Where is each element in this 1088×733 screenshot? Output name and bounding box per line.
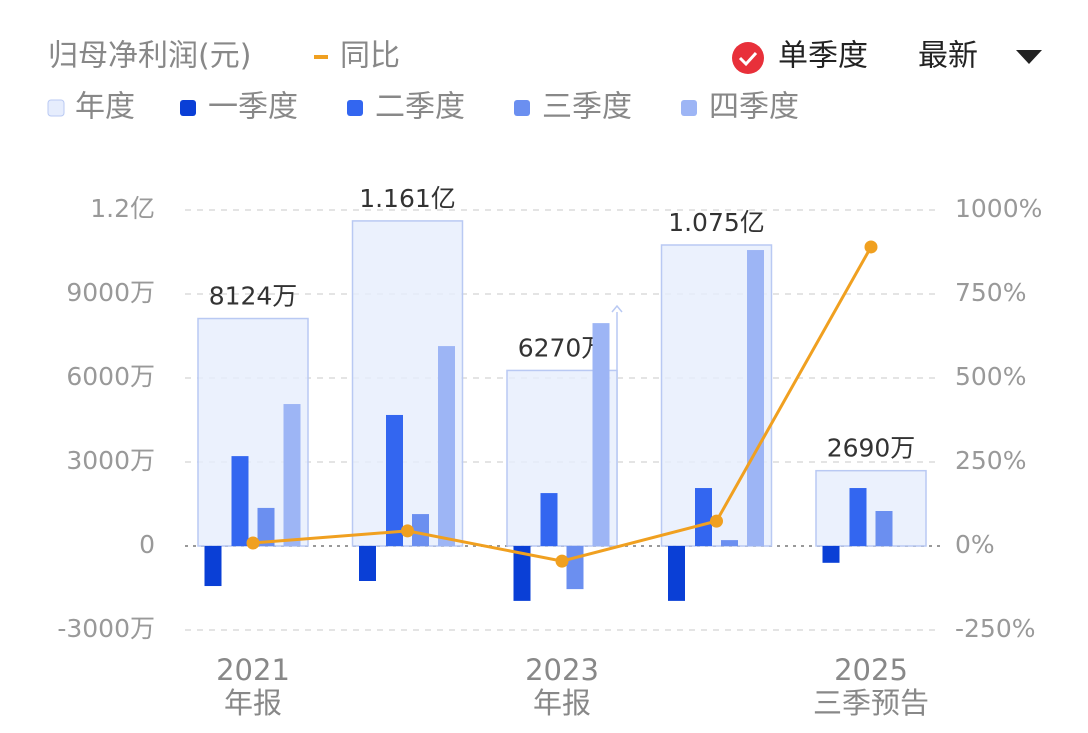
- y2-tick-label: 1000%: [955, 194, 1042, 223]
- quarter-bar: [721, 540, 738, 546]
- value-label: 1.161亿: [359, 184, 456, 213]
- legend-label: 四季度: [709, 90, 799, 125]
- quarter-bar: [513, 546, 531, 601]
- yoy-point: [864, 240, 878, 254]
- quarter-bar: [592, 323, 610, 546]
- y-tick-label: 0: [139, 530, 155, 559]
- period-label[interactable]: 最新: [918, 39, 978, 74]
- quarter-bar: [231, 456, 249, 546]
- y2-tick-label: 500%: [955, 362, 1026, 391]
- quarter-bar: [412, 514, 429, 546]
- legend-label: 同比: [340, 39, 400, 74]
- yoy-point: [401, 524, 414, 538]
- y2-tick-label: 0%: [955, 530, 995, 559]
- x-tick-label: 2025 三季预告: [812, 653, 929, 720]
- quarter-bar: [668, 546, 685, 601]
- x-tick-label: 2023 年报: [525, 653, 599, 720]
- y2-tick-label: 250%: [955, 446, 1026, 475]
- quarter-bar: [747, 250, 764, 547]
- quarter-bar: [257, 507, 275, 546]
- y2-tick-label: -250%: [955, 614, 1036, 643]
- dropdown-arrow[interactable]: [1016, 50, 1042, 64]
- legend-swatch: [514, 100, 530, 116]
- y2-tick-label: 750%: [955, 278, 1026, 307]
- quarter-bar: [359, 546, 376, 581]
- quarter-bar: [875, 511, 893, 546]
- legend-label: 年度: [75, 90, 135, 125]
- y-tick-label: 6000万: [66, 362, 155, 391]
- value-label: 8124万: [209, 282, 298, 311]
- check-mark: [738, 51, 758, 67]
- x-tick-label: 2021 年报: [216, 653, 290, 720]
- y-tick-label: 3000万: [66, 446, 155, 475]
- value-label: 2690万: [827, 434, 916, 463]
- chart-title: 归母净利润(元): [48, 39, 251, 74]
- quarter-bar: [849, 488, 867, 546]
- y-tick-label: 1.2亿: [90, 194, 155, 223]
- quarter-bar: [283, 404, 301, 546]
- yoy-point: [555, 554, 569, 568]
- legend-swatch: [47, 99, 65, 117]
- legend-swatch: [681, 100, 697, 116]
- quarter-bar: [540, 493, 558, 546]
- y-tick-label: 9000万: [66, 278, 155, 307]
- quarter-bar: [822, 546, 840, 563]
- quarter-bar: [695, 488, 712, 546]
- yoy-point: [710, 514, 723, 528]
- yoy-point: [246, 536, 260, 550]
- legend-label: 三季度: [542, 90, 632, 125]
- legend-swatch: [347, 100, 363, 116]
- legend-swatch: [180, 100, 196, 116]
- quarter-bar: [438, 346, 455, 546]
- value-label: 6270万: [518, 333, 607, 362]
- y-tick-label: -3000万: [57, 614, 155, 643]
- quarter-bar: [204, 546, 222, 587]
- check-icon[interactable]: [732, 42, 764, 74]
- legend-label: 一季度: [208, 90, 298, 125]
- quarter-bar: [386, 414, 403, 546]
- legend-label: 二季度: [375, 90, 465, 125]
- value-label: 1.075亿: [668, 208, 765, 237]
- annual-bar: [815, 469, 927, 547]
- toggle-label[interactable]: 单季度: [778, 39, 868, 74]
- quarter-bar: [566, 546, 584, 590]
